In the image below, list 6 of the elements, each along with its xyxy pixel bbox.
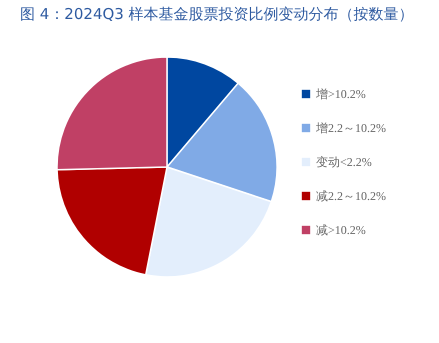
legend-label: 减2.2～10.2% <box>316 189 386 203</box>
legend-label: 变动<2.2% <box>316 155 372 169</box>
legend-label: 增>10.2% <box>315 87 366 101</box>
chart-title: 图 4：2024Q3 样本基金股票投资比例变动分布（按数量） <box>20 5 414 23</box>
legend-label: 增2.2～10.2% <box>315 121 386 135</box>
legend-label: 减>10.2% <box>316 223 366 237</box>
